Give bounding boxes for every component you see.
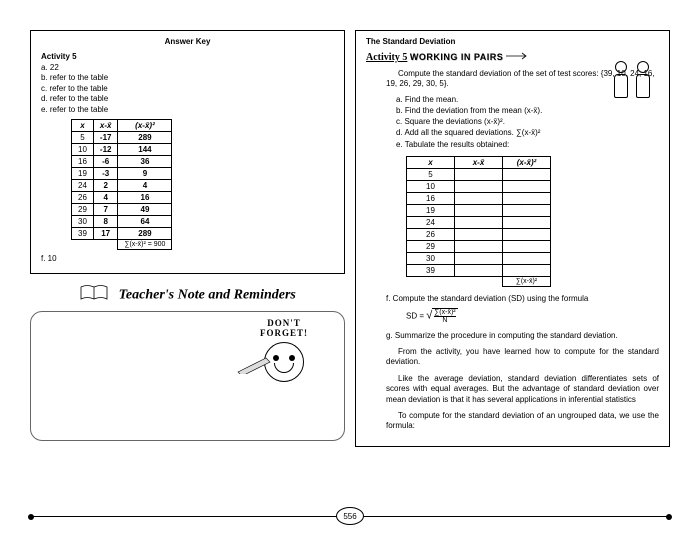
answer-e: e. refer to the table: [41, 105, 334, 115]
paragraph: From the activity, you have learned how …: [386, 347, 659, 368]
pencil-icon: [236, 354, 276, 374]
answer-key-title: Answer Key: [41, 37, 334, 46]
sum-cell: ∑(x-x̄)² = 900: [118, 239, 172, 249]
paragraph: To compute for the standard deviation of…: [386, 411, 659, 432]
table-header: (x-x̄)²: [118, 119, 172, 131]
paragraph: Like the average deviation, standard dev…: [386, 374, 659, 405]
step-item: e. Tabulate the results obtained:: [396, 139, 659, 150]
dont-forget-graphic: DON'T FORGET!: [244, 318, 324, 382]
teacher-note-heading: Teacher's Note and Reminders: [30, 284, 345, 307]
answer-a: a. 22: [41, 63, 334, 73]
book-icon: [79, 284, 109, 307]
dot-icon: [666, 514, 672, 520]
table-header: x-x̄: [93, 119, 118, 131]
sd-formula: SD = √∑(x-x̄)²N: [406, 308, 659, 324]
answer-c: c. refer to the table: [41, 84, 334, 94]
standard-deviation-box: The Standard Deviation Activity 5 WORKIN…: [355, 30, 670, 447]
std-title: The Standard Deviation: [366, 37, 659, 46]
table-header: x: [72, 119, 94, 131]
worksheet-table: x x-x̄ (x-x̄)² 5 10 16 19 24 26 29 30 39…: [406, 156, 551, 287]
answer-f: f. 10: [41, 254, 334, 263]
step-g: g. Summarize the procedure in computing …: [386, 330, 659, 341]
answer-list: a. 22 b. refer to the table c. refer to …: [41, 63, 334, 115]
note-box: DON'T FORGET!: [30, 311, 345, 441]
step-f: f. Compute the standard deviation (SD) u…: [386, 293, 659, 304]
activity-heading: Activity 5: [41, 52, 334, 61]
kids-illustration: [611, 61, 661, 131]
answer-table: x x-x̄ (x-x̄)² 5-17289 10-12144 16-636 1…: [71, 119, 172, 250]
answer-key-box: Answer Key Activity 5 a. 22 b. refer to …: [30, 30, 345, 274]
answer-b: b. refer to the table: [41, 73, 334, 83]
dot-icon: [28, 514, 34, 520]
page-number: 556: [336, 507, 364, 525]
arrow-icon: [506, 52, 532, 63]
answer-d: d. refer to the table: [41, 94, 334, 104]
